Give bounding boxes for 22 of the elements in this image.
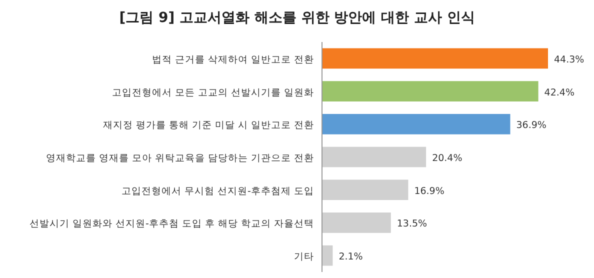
data-label: 13.5%	[396, 218, 428, 230]
bar	[322, 81, 538, 102]
bar	[322, 245, 333, 266]
bar	[322, 146, 426, 168]
y-tick-label: 고입전형에서 모든 고교의 선발시기를 일원화	[112, 87, 314, 98]
data-label: 44.3%	[554, 54, 584, 66]
y-tick-label: 법적 근거를 삭제하여 일반고로 전환	[152, 54, 314, 66]
bar	[322, 48, 548, 69]
data-label: 2.1%	[338, 252, 363, 263]
y-tick-label: 영재학교를 영재를 모아 위탁교육을 담당하는 기관으로 전환	[46, 153, 314, 164]
bar	[322, 114, 510, 134]
y-tick-label: 기타	[294, 252, 314, 263]
data-label: 36.9%	[516, 120, 546, 132]
bar	[322, 180, 408, 200]
data-label: 20.4%	[432, 153, 462, 164]
chart-title: [그림 9] 고교서열화 해소를 위한 방안에 대한 교사 인식	[119, 10, 475, 26]
data-label: 42.4%	[544, 87, 574, 98]
data-label: 16.9%	[414, 186, 444, 197]
y-tick-label: 고입전형에서 무시험 선지원-후추첨제 도입	[122, 186, 314, 197]
y-tick-label: 재지정 평가를 통해 기준 미달 시 일반고로 전환	[102, 120, 314, 132]
y-tick-label: 선발시기 일원화와 선지원-후추첨 도입 후 해당 학교의 자율선택	[29, 218, 314, 230]
bar	[322, 212, 391, 233]
